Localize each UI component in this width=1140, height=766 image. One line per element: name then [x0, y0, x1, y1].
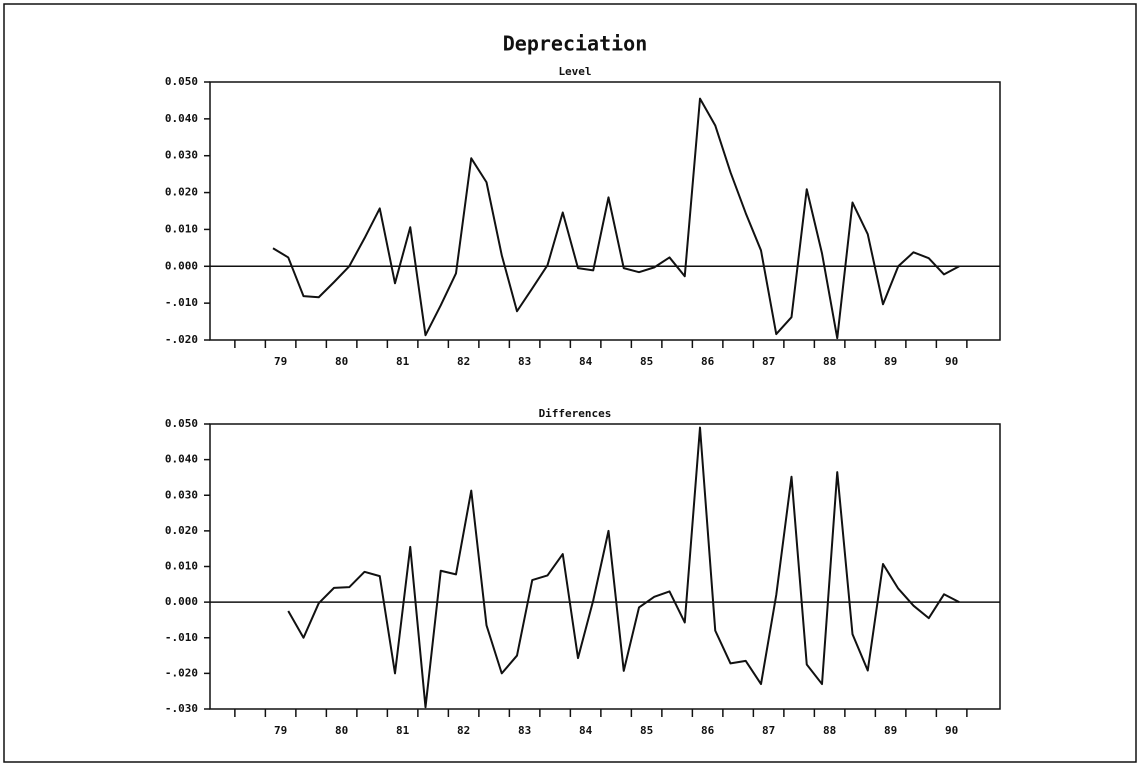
x-tick-label: 80 — [335, 355, 348, 368]
y-tick-label: 0.010 — [165, 560, 198, 573]
plot-frame — [209, 81, 1001, 341]
page-border — [3, 3, 1137, 763]
x-tick-label: 84 — [579, 355, 593, 368]
data-line — [272, 97, 960, 340]
x-tick-label: 86 — [701, 724, 715, 737]
subplot-title: Differences — [539, 407, 612, 420]
subplot-title: Level — [558, 65, 591, 78]
y-tick-label: 0.030 — [165, 488, 198, 501]
x-tick-label: 85 — [640, 355, 653, 368]
data-line — [287, 426, 960, 709]
y-tick-label: 0.050 — [165, 417, 198, 430]
x-tick-label: 84 — [579, 724, 593, 737]
x-tick-label: 87 — [762, 724, 775, 737]
x-tick-label: 81 — [396, 355, 410, 368]
y-tick-label: 0.020 — [165, 186, 198, 199]
x-tick-label: 85 — [640, 724, 653, 737]
x-tick-label: 82 — [457, 724, 470, 737]
plot-frame — [209, 423, 1001, 710]
x-tick-label: 86 — [701, 355, 715, 368]
y-tick-label: -.030 — [165, 702, 198, 715]
y-tick-label: 0.010 — [165, 222, 198, 235]
y-tick-label: 0.050 — [165, 75, 198, 88]
x-tick-label: 82 — [457, 355, 470, 368]
x-tick-label: 90 — [945, 724, 958, 737]
x-tick-label: 88 — [823, 724, 836, 737]
y-tick-label: 0.040 — [165, 453, 198, 466]
y-tick-label: -.020 — [165, 333, 198, 346]
x-tick-label: 79 — [274, 724, 287, 737]
x-tick-label: 89 — [884, 355, 897, 368]
x-tick-label: 89 — [884, 724, 897, 737]
x-tick-label: 83 — [518, 724, 531, 737]
x-tick-label: 80 — [335, 724, 348, 737]
y-tick-label: 0.030 — [165, 149, 198, 162]
y-tick-label: 0.020 — [165, 524, 198, 537]
y-tick-label: -.010 — [165, 296, 198, 309]
y-tick-label: -.020 — [165, 666, 198, 679]
x-tick-label: 87 — [762, 355, 775, 368]
x-tick-label: 88 — [823, 355, 836, 368]
y-tick-label: 0.000 — [165, 259, 198, 272]
x-tick-label: 79 — [274, 355, 287, 368]
x-tick-label: 81 — [396, 724, 410, 737]
y-tick-label: 0.040 — [165, 112, 198, 125]
x-tick-label: 83 — [518, 355, 531, 368]
chart-title: Depreciation — [503, 32, 648, 56]
y-tick-label: -.010 — [165, 631, 198, 644]
x-tick-label: 90 — [945, 355, 958, 368]
y-tick-label: 0.000 — [165, 595, 198, 608]
